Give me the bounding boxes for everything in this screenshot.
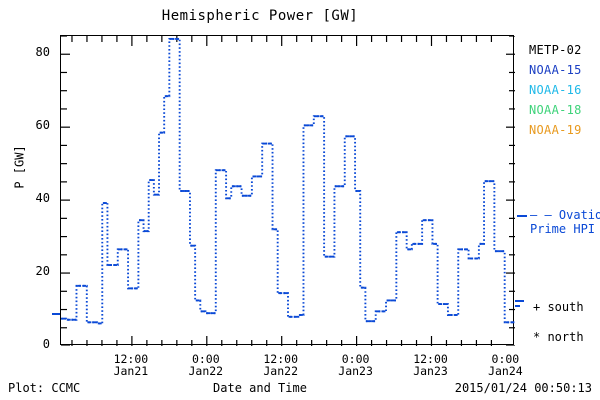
- plot-source-label: Plot: CCMC: [8, 381, 81, 395]
- page-title: Hemispheric Power [GW]: [161, 8, 359, 24]
- y-tick-label: 0: [42, 337, 50, 351]
- x-tick-label: 0:00 Jan22: [171, 353, 241, 377]
- x-tick-time: 0:00: [341, 352, 370, 366]
- x-tick-date: Jan23: [413, 364, 448, 378]
- legend-entry-noaa-16: NOAA-16: [529, 83, 582, 97]
- x-tick-date: Jan21: [113, 364, 149, 378]
- x-tick-time: 0:00: [491, 352, 520, 366]
- data-series-ovation-prime-hpi: [61, 37, 515, 325]
- x-tick-date: Jan24: [488, 364, 523, 378]
- ovation-edge-marker: [517, 215, 527, 217]
- ovation-edge-marker: [52, 313, 60, 315]
- y-tick-label: 60: [35, 118, 50, 133]
- ovation-prime-hpi-note: — — Ovation Prime HPI: [530, 208, 600, 236]
- ovation-prime-hpi-trace: [61, 37, 515, 325]
- x-tick-label: 12:00 Jan21: [96, 353, 166, 377]
- x-tick-date: Jan22: [263, 364, 298, 378]
- legend-entry-noaa-18: NOAA-18: [529, 103, 582, 117]
- x-tick-time: 12:00: [113, 352, 149, 366]
- y-tick-label: 20: [35, 264, 50, 279]
- x-tick-time: 12:00: [263, 352, 298, 366]
- legend-entry-noaa-19: NOAA-19: [529, 123, 582, 137]
- y-tick-label: 80: [35, 45, 50, 60]
- axis-ticks: [61, 36, 515, 346]
- y-axis-label-wrap: P [GW]: [0, 145, 56, 188]
- x-tick-time: 0:00: [191, 352, 220, 366]
- x-tick-label: 0:00 Jan24: [470, 353, 540, 377]
- x-tick-date: Jan23: [338, 364, 373, 378]
- x-tick-label: 12:00 Jan23: [396, 353, 466, 377]
- y-axis-label: P [GW]: [12, 145, 27, 189]
- y-tick-label: 40: [35, 191, 50, 206]
- ovation-edge-marker: [515, 300, 524, 302]
- legend-entry-metp-02: METP-02: [529, 43, 582, 57]
- x-axis-title: Date and Time: [213, 381, 307, 395]
- x-tick-label: 12:00 Jan22: [246, 353, 316, 377]
- south-marker-legend: + south: [533, 300, 584, 314]
- ovation-note-line-1: — — Ovation: [530, 208, 600, 222]
- ovation-note-line-2: Prime HPI: [530, 222, 596, 236]
- x-tick-label: 0:00 Jan23: [321, 353, 391, 377]
- x-tick-time: 12:00: [413, 352, 448, 366]
- chart-canvas: [61, 36, 515, 346]
- ovation-edge-marker: [515, 305, 520, 307]
- north-marker-legend: * north: [533, 330, 584, 344]
- x-tick-date: Jan22: [188, 364, 224, 378]
- plot-frame: [60, 35, 515, 346]
- legend-entry-noaa-15: NOAA-15: [529, 63, 582, 77]
- plot-timestamp: 2015/01/24 00:50:13: [454, 381, 592, 395]
